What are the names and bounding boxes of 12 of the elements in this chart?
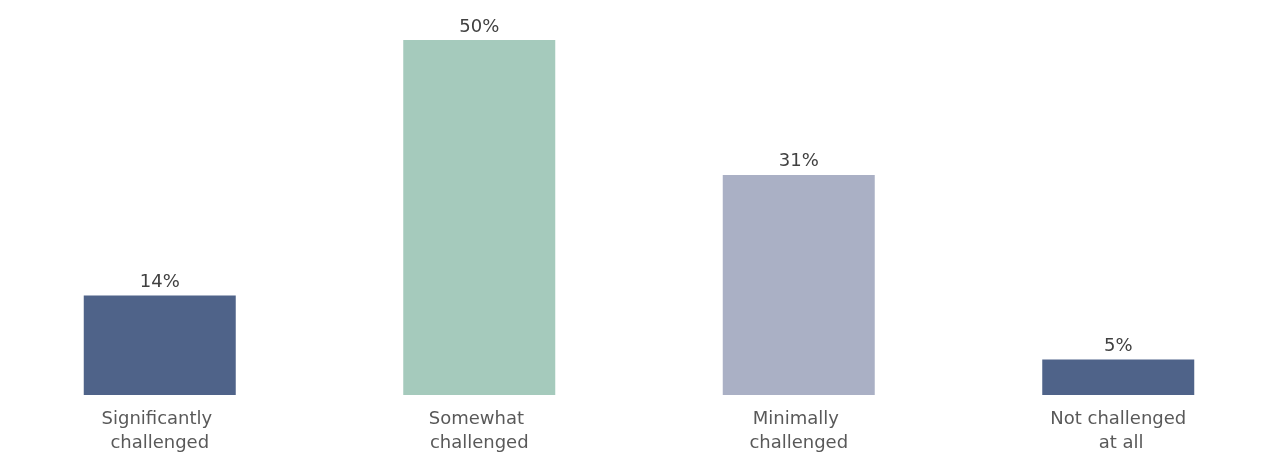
bar [1042,359,1195,395]
data-label: 50% [459,14,500,36]
data-label: 31% [778,149,819,171]
x-tick-label: Significantly challenged [101,406,218,452]
data-label: 14% [139,270,180,292]
x-tick-label: Minimally challenged [749,406,849,452]
bar [722,174,875,395]
x-tick-label: Not challenged at all [1050,406,1187,452]
data-label: 5% [1103,334,1133,355]
bar [83,295,236,395]
x-tick-label: Somewhat challenged [428,406,530,452]
bar [403,40,556,395]
